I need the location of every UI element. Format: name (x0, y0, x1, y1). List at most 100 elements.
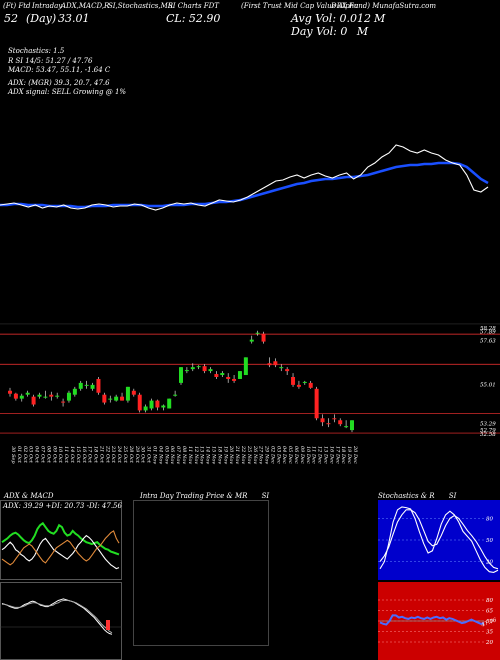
date-tick-label: 15 Oct (75, 446, 81, 464)
rsi-value: R SI 14/5: 51.27 / 47.76 (8, 57, 93, 65)
signal-line (2, 600, 113, 634)
candle-body (161, 405, 166, 408)
date-tick-label: 16 Dec (328, 446, 334, 464)
candle-body (196, 366, 201, 368)
adx-signal: ADX signal: SELL Growing @ 1% (8, 88, 127, 96)
candle-body (43, 396, 48, 398)
date-tick-label: 04 Oct (34, 446, 40, 464)
date-tick-label: 22 Oct (104, 445, 110, 464)
date-tick-label: 25 Oct (122, 445, 128, 464)
adx-panel-frame (0, 500, 122, 580)
candle-body (308, 382, 313, 388)
stochastics-value: Stochastics: 1.5 (8, 47, 65, 55)
date-tick-label: 25 Nov (246, 445, 252, 464)
date-tick-label: 10 Oct (57, 446, 63, 464)
rsi-axis-label: 35 (486, 630, 493, 636)
candle-body (155, 400, 160, 408)
candle-body (279, 367, 284, 369)
candle-body (285, 369, 290, 372)
candle-body (237, 371, 242, 379)
date-tick-label: 05 Nov (163, 446, 169, 464)
date-tick-label: 01 Oct (16, 446, 22, 464)
plus_di-line (1, 534, 120, 570)
date-tick-label: 16 Oct (81, 446, 87, 464)
date-tick-label: 12 Nov (193, 446, 199, 464)
date-tick-label: 11 Dec (311, 446, 317, 464)
header-fund-name: (First Trust Mid Cap Value Alpha (241, 2, 359, 10)
date-tick-label: 13 Dec (323, 446, 329, 464)
candle-body (261, 333, 266, 342)
date-tick-label: 18 Oct (93, 446, 99, 464)
date-tick-label: 30 Oct (140, 446, 146, 464)
date-tick-label: 06 Dec (293, 446, 299, 464)
date-tick-label: 20 Nov (228, 445, 234, 464)
candle-body (96, 378, 101, 393)
candle-body (243, 357, 248, 376)
header-charts: SI Charts FDT (168, 2, 219, 10)
intraday-panel-title: Intra Day Trading Price & MR SI (140, 492, 269, 500)
stoch-title-text: Stochastics & R (378, 492, 435, 500)
price-axis-label: 52.58 (480, 432, 496, 438)
adx-panel-title: ADX & MACD (4, 492, 54, 500)
price-axis-label: 58.28 (480, 326, 496, 332)
intraday-panel (133, 500, 269, 646)
date-tick-label: 04 Nov (157, 446, 163, 464)
date-tick-label: 12 Dec (317, 446, 323, 464)
adx-panel-label: ADX: 39.29 +DI: 20.73 -DI: 47.56 (3, 502, 122, 510)
date-tick-label: 07 Nov (175, 446, 181, 464)
candle-body (31, 396, 36, 405)
price-line (0, 144, 489, 211)
candle-body (13, 393, 18, 399)
header-line: (Ft) Ftd Intraday ADX,MACD,R SI,Stochast… (3, 2, 498, 14)
date-tick-label: 17 Oct (87, 446, 93, 464)
macd-histogram-bar (106, 620, 110, 630)
price-day: (Day) (26, 12, 57, 25)
price-33: 33.01 (58, 12, 90, 25)
date-tick-label: 27 Nov (258, 445, 264, 464)
price-axis-label: 57.89 (480, 329, 496, 335)
stoch-k-line (379, 506, 499, 573)
candle-body (108, 398, 113, 400)
candle-body (49, 394, 54, 397)
header-indicators-2: SI,Stochastics,MR (108, 2, 174, 10)
date-tick-label: 05 Dec (287, 446, 293, 464)
candle-body (291, 377, 296, 385)
stoch-axis-label: 50 (486, 538, 493, 544)
candle-body (114, 396, 119, 401)
date-tick-label: 26 Nov (252, 445, 258, 464)
price-axis-label: 55.01 (480, 383, 496, 389)
candle-body (332, 418, 337, 420)
candle-body (173, 394, 178, 396)
date-tick-label: 04 Dec (281, 446, 287, 464)
date-tick-label: 15 Nov (210, 446, 216, 464)
price-axis-label: 57.63 (480, 339, 496, 345)
candle-body (8, 390, 12, 394)
candle-body (232, 378, 237, 381)
header-ticker: (Ft) Ftd (3, 2, 31, 10)
date-tick-label: 29 Nov (264, 445, 270, 464)
candle-body (78, 382, 83, 389)
price-row: 52 (Day) 33.01 CL: 52.90 Avg Vol: 0.012 … (0, 12, 495, 26)
macd-panel-frame (0, 582, 122, 660)
adx-panel (0, 500, 122, 580)
rsi-axis-label: 65 (486, 609, 493, 615)
date-tick-label: 18 Nov (216, 446, 222, 464)
candle-body (102, 394, 107, 403)
candle-body (350, 420, 354, 431)
candle-body (84, 384, 89, 386)
candle-body (55, 395, 60, 397)
date-tick-label: 08 Nov (181, 446, 187, 464)
date-tick-label: 11 Oct (63, 446, 69, 464)
candle-body (190, 367, 195, 370)
stoch-d-line (379, 509, 499, 570)
candle-body (66, 392, 71, 401)
stoch-panel-title: Stochastics & R SI (378, 492, 456, 500)
candle-body (179, 367, 183, 383)
close-price: CL: 52.90 (166, 12, 221, 25)
adx-line (1, 521, 120, 556)
date-tick-label: 02 Oct (22, 446, 28, 464)
date-tick-label: 09 Dec (299, 446, 305, 464)
date-tick-label: 18 Dec (340, 446, 346, 464)
